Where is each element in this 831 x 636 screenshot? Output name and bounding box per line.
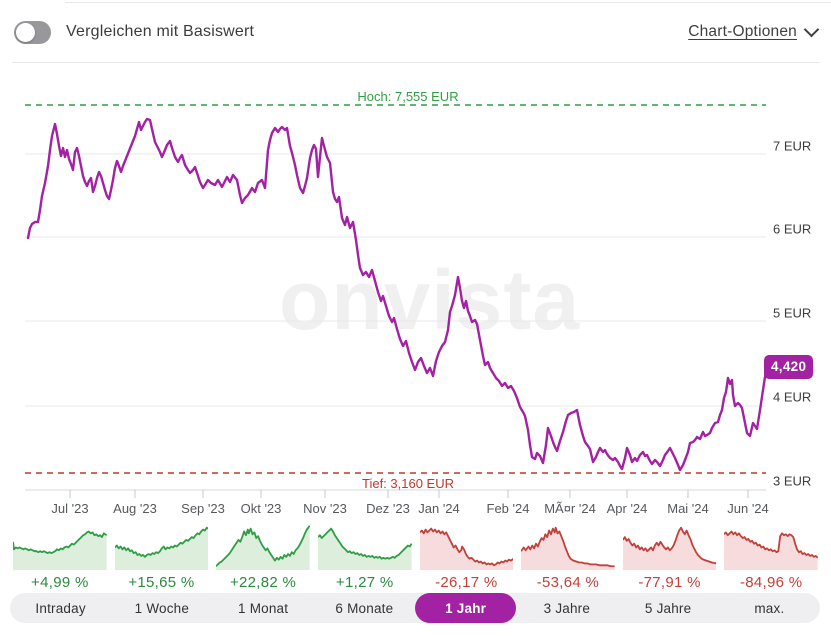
x-axis-label: Dez '23 <box>366 501 410 516</box>
mini-chart-percent: -77,91 % <box>638 574 701 591</box>
mini-chart-6-monate[interactable]: +1,27 % <box>317 523 412 591</box>
chart-options-link[interactable]: Chart-Optionen <box>688 21 820 41</box>
chart-options-label: Chart-Optionen <box>688 23 797 40</box>
tab-6-monate[interactable]: 6 Monate <box>314 593 415 623</box>
chevron-down-icon <box>803 21 820 38</box>
y-axis-label: 6 EUR <box>773 221 812 237</box>
mini-chart-percent: +1,27 % <box>335 574 394 591</box>
x-axis-label: Nov '23 <box>303 501 347 516</box>
y-axis-label: 3 EUR <box>773 473 812 489</box>
mini-chart-percent: -26,17 % <box>435 574 498 591</box>
x-axis-label: Jul '23 <box>51 501 89 516</box>
high-label: Hoch: 7,555 EUR <box>357 89 459 104</box>
x-axis-label: Jun '24 <box>727 501 769 516</box>
y-axis-label: 7 EUR <box>773 138 812 154</box>
mini-chart-percent: -84,96 % <box>739 574 803 591</box>
tab-1-woche[interactable]: 1 Woche <box>111 593 212 623</box>
tab-1-jahr[interactable]: 1 Jahr <box>415 593 517 623</box>
mini-chart-1-monat[interactable]: +22,82 % <box>216 523 310 591</box>
mini-chart-percent: +15,65 % <box>128 574 195 591</box>
price-chart-svg <box>25 104 769 498</box>
x-axis-label: Mai '24 <box>667 501 709 516</box>
y-axis-label: 4 EUR <box>773 389 812 405</box>
price-chart[interactable]: onvista Hoch: 7,555 EUR Tief: 3,160 EUR … <box>0 0 831 522</box>
chart-header: Vergleichen mit Basiswert Chart-Optionen <box>14 10 820 54</box>
tab-5-jahre[interactable]: 5 Jahre <box>618 593 719 623</box>
compare-toggle-label: Vergleichen mit Basiswert <box>66 23 255 40</box>
mini-chart-1-jahr[interactable]: -26,17 % <box>419 523 514 591</box>
mini-chart-5-jahre[interactable]: -77,91 % <box>622 523 717 591</box>
tab-1-monat[interactable]: 1 Monat <box>213 593 314 623</box>
mini-chart-percent: -53,64 % <box>536 574 600 591</box>
x-axis-label: Sep '23 <box>181 501 225 516</box>
mini-chart-percent: +22,82 % <box>229 574 297 591</box>
tab-intraday[interactable]: Intraday <box>10 593 111 623</box>
mini-chart-intraday[interactable]: +4,99 % <box>13 523 107 591</box>
tab-max[interactable]: max. <box>719 593 820 623</box>
mini-chart-1-woche[interactable]: +15,65 % <box>114 523 209 591</box>
x-axis-label: Okt '23 <box>240 501 282 516</box>
timeframe-previews: +4,99 % +15,65 % +22,82 % +1,27 % -26,17 % -5… <box>13 523 818 591</box>
x-axis-label: MÃ¤r '24 <box>544 501 596 516</box>
y-axis-label: 5 EUR <box>773 305 812 321</box>
x-axis-label: Jan '24 <box>418 501 460 516</box>
mini-chart-3-jahre[interactable]: -53,64 % <box>521 523 615 591</box>
tab-3-jahre[interactable]: 3 Jahre <box>516 593 617 623</box>
watermark: onvista <box>279 253 581 347</box>
mini-chart-percent: +4,99 % <box>31 574 89 591</box>
timeframe-tabs: Intraday 1 Woche 1 Monat 6 Monate 1 Jahr 3 Ja… <box>10 593 820 623</box>
x-axis-label: Aug '23 <box>113 501 157 516</box>
x-axis-label: Feb '24 <box>486 501 530 516</box>
toggle-knob <box>16 22 35 42</box>
compare-toggle-group[interactable]: Vergleichen mit Basiswert <box>14 20 255 44</box>
low-label: Tief: 3,160 EUR <box>361 476 455 491</box>
mini-chart-max[interactable]: -84,96 % <box>724 523 818 591</box>
current-price-badge: 4,420 <box>764 355 814 379</box>
header-divider <box>12 62 819 63</box>
compare-toggle-switch[interactable] <box>14 20 51 44</box>
top-divider <box>65 2 831 3</box>
x-axis-label: Apr '24 <box>606 501 648 516</box>
